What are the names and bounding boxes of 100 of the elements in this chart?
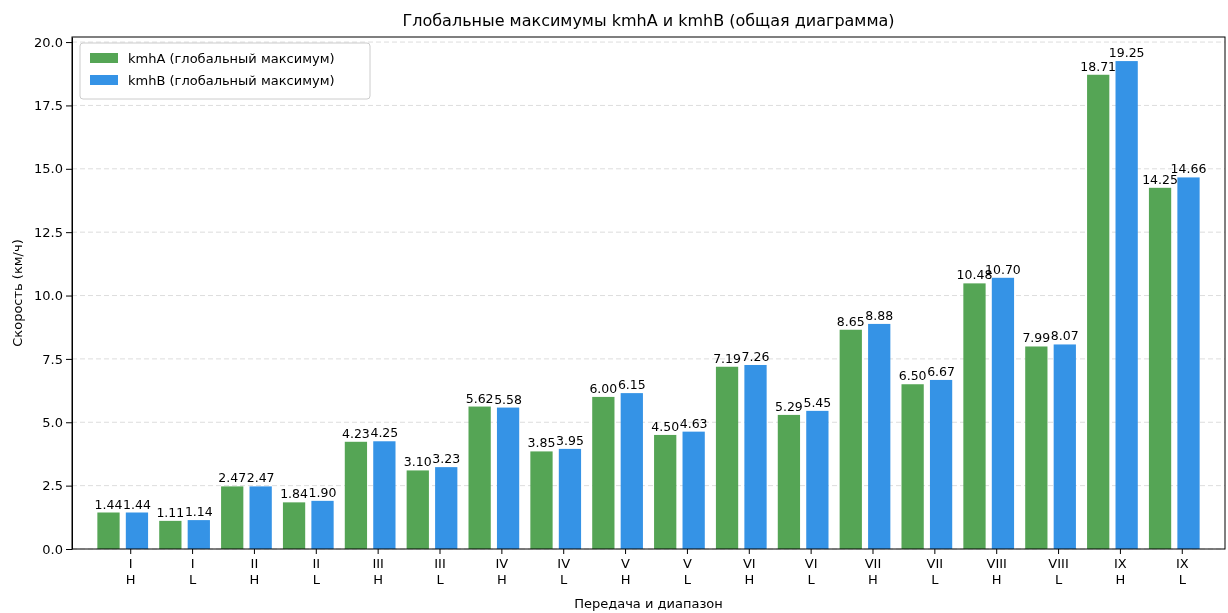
x-tick-label: VII L — [926, 556, 944, 587]
data-label: 2.47 — [218, 470, 247, 486]
data-label: 19.25 — [1108, 45, 1145, 61]
x-tick-label: III L — [434, 556, 446, 587]
x-tick-label: IX L — [1175, 556, 1189, 587]
bar — [1053, 344, 1076, 549]
bar — [344, 441, 368, 549]
x-tick-label: III H — [372, 556, 384, 587]
data-label: 5.45 — [803, 394, 832, 410]
chart-title: Глобальные максимумы kmhA и kmhB (общая диаграмма) — [402, 11, 895, 30]
bar — [558, 448, 582, 549]
y-tick-label: 15.0 — [34, 161, 63, 177]
bar — [406, 470, 429, 549]
data-label: 1.14 — [184, 504, 213, 520]
data-label: 8.65 — [836, 313, 865, 329]
data-label: 8.07 — [1050, 328, 1079, 344]
bar — [373, 441, 396, 549]
x-tick-label: V H — [620, 556, 631, 587]
data-label: 4.50 — [651, 418, 680, 434]
bar — [901, 384, 924, 549]
data-label: 1.44 — [94, 496, 123, 512]
data-label: 5.62 — [465, 390, 494, 406]
y-tick-label: 17.5 — [34, 98, 63, 114]
bar — [282, 502, 306, 549]
data-label: 1.11 — [156, 504, 185, 520]
bar — [868, 323, 891, 549]
x-tick-label: II L — [312, 556, 321, 587]
bar — [839, 329, 862, 549]
data-label: 8.88 — [865, 307, 894, 323]
data-label: 5.58 — [494, 391, 523, 407]
x-tick-label: IX H — [1114, 556, 1127, 587]
data-label: 1.44 — [123, 496, 151, 512]
bar — [468, 406, 491, 549]
data-label: 1.90 — [308, 484, 337, 500]
data-label: 3.85 — [527, 435, 556, 451]
bar — [1148, 187, 1172, 549]
bar — [435, 467, 458, 549]
legend-label: kmhB (глобальный максимум) — [128, 73, 335, 88]
x-tick-label: VI H — [742, 556, 756, 587]
x-tick-label: VIII L — [1048, 556, 1069, 587]
x-tick-label: I L — [188, 556, 197, 587]
data-label: 4.63 — [679, 415, 708, 431]
x-tick-label: IV L — [557, 556, 571, 587]
data-label: 6.00 — [589, 380, 618, 396]
data-label: 3.95 — [556, 432, 584, 448]
x-axis-title: Передача и диапазон — [574, 596, 723, 611]
bar — [806, 410, 829, 549]
data-label: 3.23 — [432, 451, 461, 467]
x-tick-label: VIII H — [986, 556, 1007, 587]
bar — [187, 520, 210, 549]
bar — [715, 366, 739, 549]
y-tick-label: 10.0 — [34, 288, 63, 304]
y-tick-label: 2.5 — [42, 478, 63, 494]
bar — [249, 486, 272, 549]
bar — [159, 520, 182, 549]
bar — [620, 393, 643, 549]
x-tick-label: II H — [249, 556, 260, 587]
y-tick-label: 20.0 — [34, 34, 63, 50]
bar — [1087, 74, 1110, 549]
bar — [1025, 346, 1048, 549]
bar — [963, 283, 986, 549]
data-label: 7.99 — [1022, 330, 1051, 346]
bar — [654, 434, 677, 549]
bar — [682, 431, 705, 549]
bar — [1177, 177, 1200, 549]
data-label: 5.29 — [774, 398, 803, 414]
data-label: 3.10 — [403, 454, 432, 470]
legend-label: kmhA (глобальный максимум) — [128, 51, 335, 66]
data-label: 4.25 — [370, 425, 399, 441]
bar — [777, 414, 801, 549]
bar — [592, 396, 615, 549]
y-tick-label: 12.5 — [34, 224, 63, 240]
data-label: 6.50 — [898, 368, 927, 384]
data-label: 6.15 — [617, 377, 646, 393]
bar — [530, 451, 553, 549]
x-tick-label: IV H — [495, 556, 509, 587]
bar — [125, 512, 149, 549]
data-label: 4.23 — [342, 425, 370, 441]
x-tick-label: V L — [682, 556, 692, 587]
bar — [744, 364, 767, 549]
data-label: 7.26 — [741, 348, 770, 364]
bar — [929, 379, 953, 549]
data-label: 7.19 — [713, 350, 742, 366]
data-label: 1.84 — [280, 486, 309, 502]
y-tick-label: 5.0 — [42, 414, 63, 430]
bar — [496, 407, 520, 549]
data-label: 18.71 — [1080, 58, 1117, 74]
x-tick-label: I H — [125, 556, 136, 587]
bar — [1115, 61, 1138, 549]
bar — [311, 500, 334, 549]
y-tick-label: 7.5 — [42, 351, 63, 367]
bar — [991, 277, 1015, 549]
y-axis-title: Скорость (км/ч) — [10, 239, 25, 347]
bar — [221, 486, 244, 549]
y-tick-label: 0.0 — [42, 541, 63, 557]
data-label: 2.47 — [246, 470, 275, 486]
x-tick-label: VI L — [804, 556, 818, 587]
x-tick-label: VII H — [864, 556, 882, 587]
data-label: 6.67 — [927, 363, 955, 379]
bar — [97, 512, 120, 549]
